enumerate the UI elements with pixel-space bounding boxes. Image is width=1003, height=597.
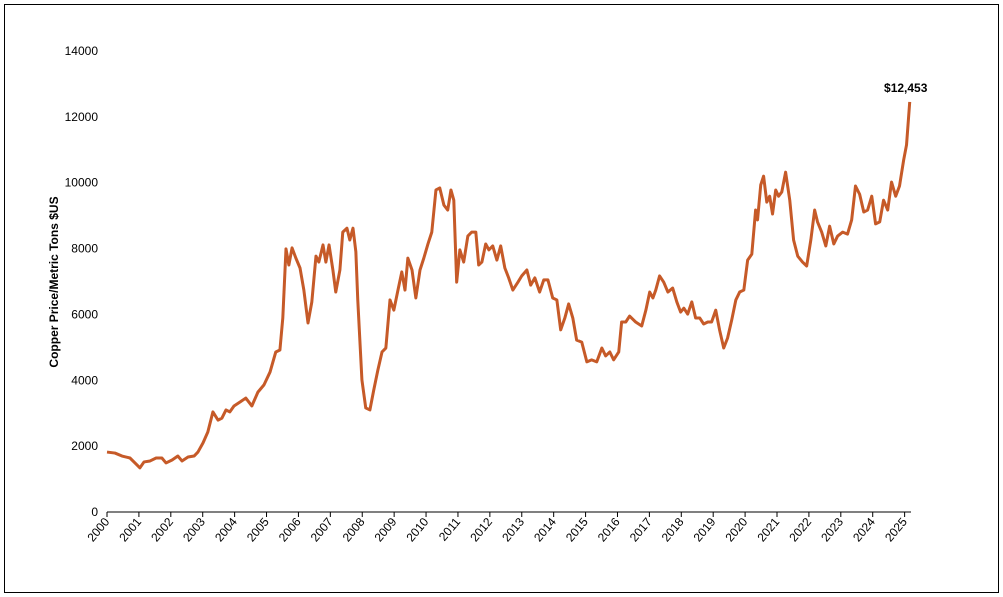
x-tick-label: 2006 [276,515,304,545]
y-tick-label: 12000 [65,110,99,124]
x-tick-label: 2005 [244,515,272,545]
x-tick-label: 2008 [340,515,368,545]
x-tick-label: 2014 [531,515,559,545]
x-tick-label: 2013 [499,515,527,545]
y-tick-label: 8000 [71,242,98,256]
y-tick-label: 0 [91,505,98,519]
x-tick-label: 2022 [786,515,814,545]
x-tick-label: 2001 [116,515,144,545]
y-tick-label: 4000 [71,373,98,387]
x-tick-label: 2009 [372,515,400,545]
x-tick-label: 2023 [818,515,846,545]
y-tick-label: 2000 [71,439,98,453]
x-tick-label: 2016 [595,515,623,545]
x-tick-label: 2002 [148,515,176,545]
y-tick-label: 10000 [65,176,99,190]
x-tick-label: 2025 [882,515,910,545]
x-tick-label: 2000 [84,515,112,545]
x-tick-label: 2011 [436,515,464,544]
x-tick-label: 2021 [754,515,782,545]
y-axis-label: Copper Price/Metric Tons $US [47,196,61,367]
x-tick-label: 2024 [850,515,878,545]
x-tick-label: 2015 [563,515,591,545]
x-tick-label: 2010 [403,515,431,545]
frame [4,4,999,593]
x-tick-label: 2018 [659,515,687,545]
y-tick-label: 14000 [65,44,99,58]
x-tick-label: 2003 [180,515,208,545]
x-tick-label: 2007 [308,515,336,545]
x-tick-label: 2017 [627,515,655,545]
y-tick-label: 6000 [71,307,98,321]
price-line [106,101,912,470]
x-tick-label: 2020 [723,515,751,545]
x-tick-label: 2012 [467,515,495,545]
x-tick-label: 2019 [691,515,719,545]
x-tick-label: 2004 [212,515,240,545]
annotation: $12,453 [884,81,928,95]
